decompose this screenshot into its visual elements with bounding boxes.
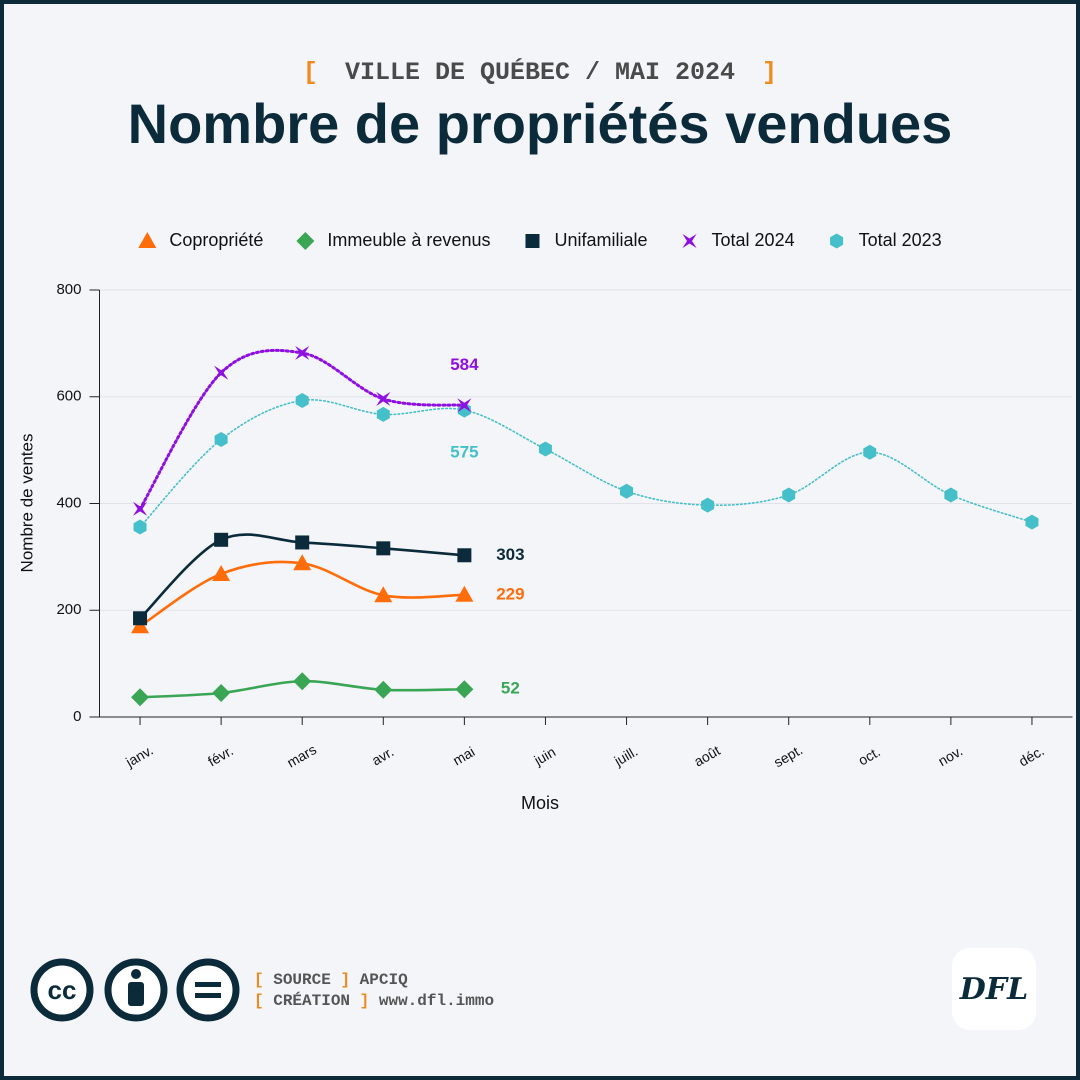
marker — [374, 680, 393, 699]
series-line — [139, 399, 1033, 528]
legend-label: Total 2023 — [859, 230, 942, 250]
marker — [376, 406, 390, 422]
cc-icon — [30, 958, 94, 1022]
nd-icon — [176, 958, 240, 1022]
source: APCIQ — [360, 971, 408, 989]
y-tick-label: 600 — [56, 388, 81, 405]
marker — [455, 680, 474, 699]
legend-label: Immeuble à revenus — [327, 230, 490, 250]
nd-bar — [195, 982, 221, 987]
marker — [830, 233, 844, 249]
marker — [457, 402, 471, 418]
bracket: [ — [254, 971, 264, 989]
by-body — [128, 982, 144, 1006]
creation-line: [ CRÉATION ] www.dfl.immo — [254, 991, 494, 1010]
marker — [525, 234, 540, 248]
series: 52 — [131, 672, 520, 707]
marker — [296, 232, 315, 250]
legend-label: Copropriété — [169, 230, 263, 250]
nd-bar — [195, 993, 221, 998]
source-line: [ SOURCE ] APCIQ — [254, 971, 408, 989]
marker — [295, 345, 310, 361]
marker — [457, 398, 472, 413]
marker — [1025, 514, 1039, 530]
marker — [944, 487, 958, 503]
creation-label: CRÉATION — [273, 991, 350, 1010]
y-tick-label: 0 — [73, 708, 81, 725]
legend-label: Unifamiliale — [554, 230, 647, 250]
marker — [620, 483, 634, 499]
bracket: ] — [360, 992, 370, 1010]
data-label: 52 — [501, 679, 520, 698]
x-axis-label: Mois — [521, 793, 559, 813]
series: 584 — [132, 345, 479, 516]
marker — [214, 365, 229, 380]
cc-text: cc — [48, 975, 77, 1005]
series-line — [138, 348, 466, 511]
series: 229 — [131, 554, 525, 634]
marker — [214, 532, 229, 547]
marker — [212, 683, 231, 702]
y-axis-label: Nombre de ventes — [17, 434, 36, 573]
series: 575 — [133, 392, 1039, 535]
marker — [131, 688, 150, 707]
marker — [782, 487, 796, 503]
marker — [376, 391, 391, 406]
marker — [133, 611, 148, 626]
chart-title: Nombre de propriétés vendues — [128, 92, 953, 155]
by-head — [131, 969, 141, 979]
marker — [457, 548, 472, 563]
series: 303 — [133, 532, 525, 626]
data-label: 584 — [450, 355, 479, 374]
marker — [863, 444, 877, 460]
marker — [293, 672, 312, 691]
marker — [293, 554, 312, 571]
bracket: ] — [340, 971, 350, 989]
logo-box — [952, 948, 1036, 1030]
marker — [295, 392, 309, 408]
y-tick-label: 200 — [56, 601, 81, 618]
y-tick-label: 800 — [56, 281, 81, 298]
bracket: ] — [762, 58, 777, 87]
bracket: [ — [254, 992, 264, 1010]
subtitle: [ VILLE DE QUÉBEC / MAI 2024 ] — [303, 57, 777, 87]
source-label: SOURCE — [273, 971, 331, 989]
marker — [455, 585, 474, 602]
legend-label: Total 2024 — [712, 230, 795, 250]
marker — [295, 535, 310, 550]
data-label: 303 — [496, 545, 524, 564]
logo: DFL — [959, 972, 1028, 1007]
bracket: [ — [303, 58, 318, 87]
creation: www.dfl.immo — [379, 992, 494, 1010]
marker — [212, 564, 231, 581]
legend: Copropriété Immeuble à revenus Unifamilial… — [138, 230, 942, 250]
marker — [131, 617, 150, 634]
marker — [374, 586, 393, 603]
subtitle-text: VILLE DE QUÉBEC / MAI 2024 — [345, 57, 735, 87]
marker — [376, 541, 391, 556]
marker — [132, 501, 148, 516]
marker — [133, 519, 147, 535]
marker — [682, 233, 697, 249]
marker — [701, 497, 715, 513]
y-tick-label: 400 — [56, 494, 81, 511]
data-label: 229 — [496, 584, 524, 603]
data-label: 575 — [450, 443, 478, 462]
marker — [214, 431, 228, 447]
marker — [138, 232, 157, 248]
marker — [538, 441, 552, 457]
